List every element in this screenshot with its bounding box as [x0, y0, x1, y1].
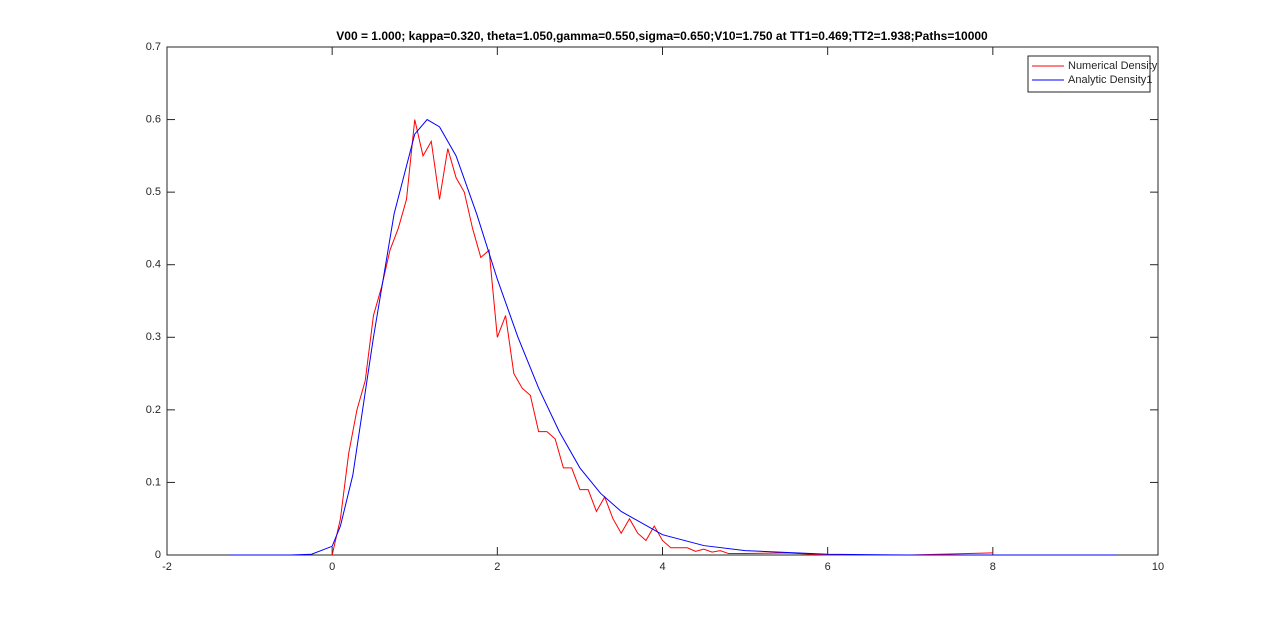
- x-tick-label: 8: [990, 561, 996, 573]
- y-tick-label: 0: [155, 549, 161, 561]
- y-tick-label: 0.6: [146, 113, 161, 125]
- x-tick-label: 6: [825, 561, 831, 573]
- y-tick-label: 0.2: [146, 404, 161, 416]
- chart-title: V00 = 1.000; kappa=0.320, theta=1.050,ga…: [336, 29, 988, 43]
- data-line: [228, 118, 1117, 556]
- plot-box: [166, 46, 1159, 556]
- y-tick-label: 0.5: [146, 186, 161, 198]
- y-tick-label: 0.3: [146, 331, 161, 343]
- y-tick-label: 0.4: [146, 259, 161, 271]
- y-tick-label: 0.7: [146, 41, 161, 53]
- legend-label: Analytic Density1: [1068, 74, 1152, 86]
- x-tick-label: 10: [1152, 561, 1164, 573]
- x-tick-label: 0: [329, 561, 335, 573]
- legend-label: Numerical Density: [1068, 60, 1158, 72]
- y-tick-label: 0.1: [146, 476, 161, 488]
- x-tick-label: 2: [494, 561, 500, 573]
- data-line: [331, 119, 993, 556]
- x-tick-label: 4: [659, 561, 665, 573]
- legend-box: [1027, 55, 1151, 93]
- x-tick-label: -2: [162, 561, 172, 573]
